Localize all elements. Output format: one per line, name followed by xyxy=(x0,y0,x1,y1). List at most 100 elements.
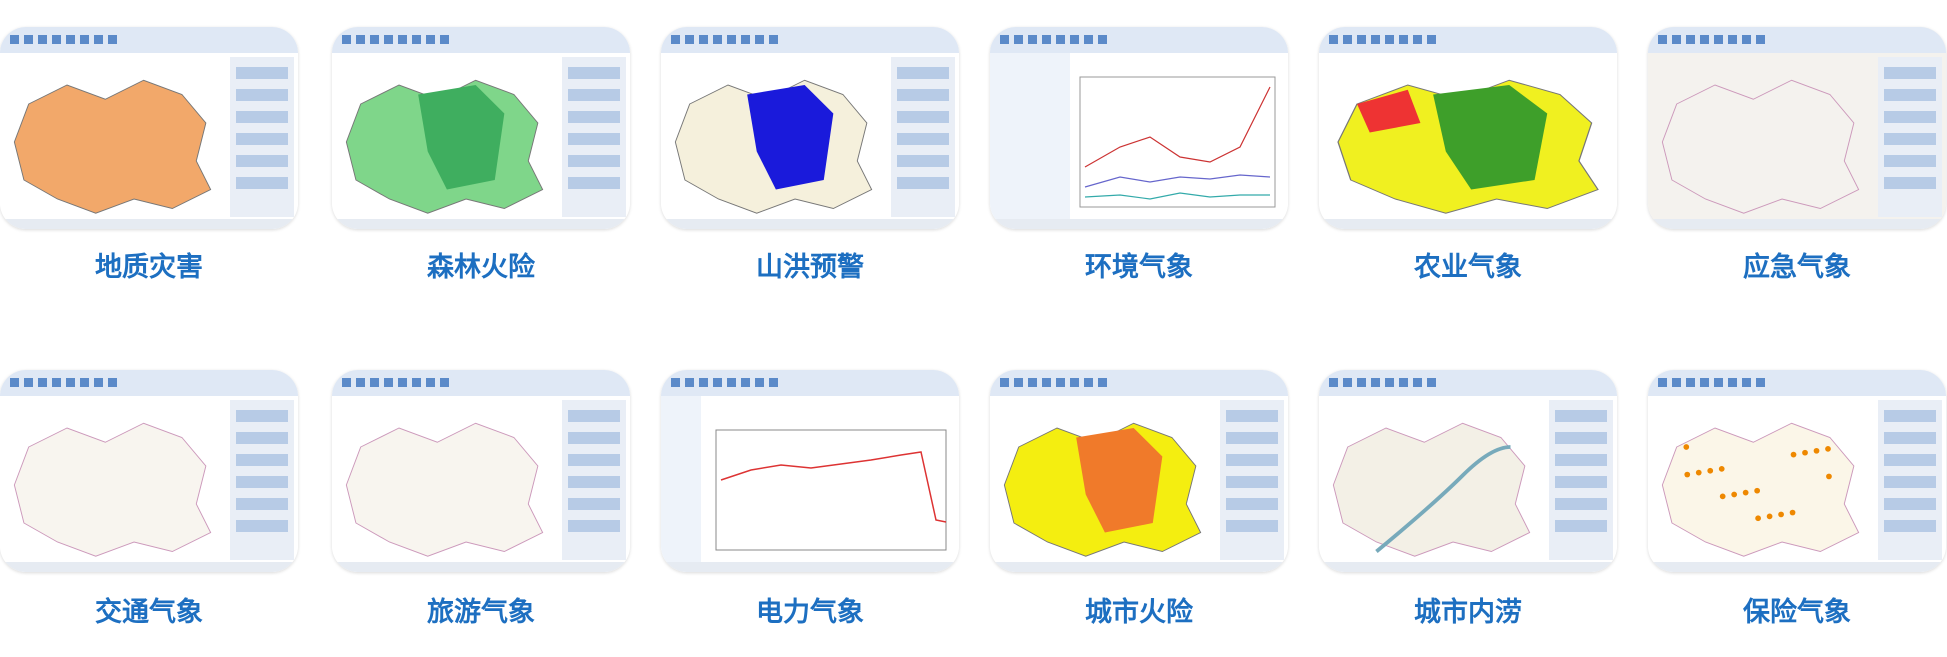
thumbnail-art xyxy=(1319,370,1617,572)
tool-icon xyxy=(1742,378,1751,387)
marker xyxy=(1731,491,1738,498)
tool-icon xyxy=(370,35,379,44)
panel-item xyxy=(1555,498,1607,510)
tool-icon xyxy=(1385,378,1394,387)
panel-item xyxy=(1226,498,1278,510)
tool-icon xyxy=(699,378,708,387)
screenshot-thumbnail xyxy=(1648,370,1946,572)
tool-icon xyxy=(1728,35,1737,44)
tool-icon xyxy=(398,378,407,387)
tool-icon xyxy=(1686,378,1695,387)
panel-item xyxy=(236,155,288,167)
panel-item xyxy=(897,177,949,189)
tool-icon xyxy=(52,35,61,44)
panel-item xyxy=(1555,520,1607,532)
feature-label: 交通气象 xyxy=(95,597,203,628)
marker xyxy=(1755,515,1761,522)
tool-icon xyxy=(80,378,89,387)
tool-icon xyxy=(66,378,75,387)
panel-item xyxy=(1884,111,1936,123)
panel-item xyxy=(1884,520,1936,532)
tool-icon xyxy=(52,378,61,387)
tool-icon xyxy=(440,378,449,387)
thumbnail-art xyxy=(1648,370,1946,572)
tool-icon xyxy=(94,35,103,44)
tool-icon xyxy=(370,378,379,387)
toolbar xyxy=(0,370,298,396)
panel-item xyxy=(568,498,620,510)
panel-item xyxy=(1884,177,1936,189)
region xyxy=(1661,422,1860,557)
region xyxy=(13,79,212,214)
toolbar xyxy=(990,27,1288,53)
panel-item xyxy=(568,89,620,101)
thumbnail-art xyxy=(990,27,1288,229)
tool-icon xyxy=(1000,35,1009,44)
region xyxy=(1357,89,1421,133)
tool-icon xyxy=(1427,378,1436,387)
tool-icon xyxy=(24,35,33,44)
tool-icon xyxy=(1413,35,1422,44)
tool-icon xyxy=(685,35,694,44)
tool-icon xyxy=(685,378,694,387)
marker xyxy=(1754,487,1761,494)
region xyxy=(1332,422,1531,557)
panel-item xyxy=(897,133,949,145)
status-bar xyxy=(0,219,298,229)
map xyxy=(345,79,544,214)
plot-area xyxy=(1079,76,1276,208)
tool-icon xyxy=(94,378,103,387)
tool-icon xyxy=(1728,378,1737,387)
toolbar xyxy=(332,370,630,396)
tool-icon xyxy=(412,35,421,44)
panel-item xyxy=(1555,432,1607,444)
tool-icon xyxy=(741,378,750,387)
panel-item xyxy=(236,133,288,145)
tool-icon xyxy=(1329,35,1338,44)
panel-item xyxy=(1226,432,1278,444)
marker xyxy=(1789,509,1796,516)
tool-icon xyxy=(10,378,19,387)
tool-icon xyxy=(1385,35,1394,44)
status-bar xyxy=(661,562,959,572)
feature-label: 山洪预警 xyxy=(756,252,864,283)
region xyxy=(1433,85,1548,190)
river xyxy=(1375,445,1511,553)
tool-icon xyxy=(1042,35,1051,44)
map xyxy=(1337,79,1599,214)
map xyxy=(1003,422,1202,557)
tool-icon xyxy=(1658,378,1667,387)
panel-item xyxy=(1884,498,1936,510)
side-panel xyxy=(990,53,1070,219)
panel-item xyxy=(897,89,949,101)
feature-label: 森林火险 xyxy=(427,252,535,283)
screenshot-thumbnail xyxy=(0,370,298,572)
toolbar xyxy=(332,27,630,53)
tool-icon xyxy=(1427,35,1436,44)
tool-icon xyxy=(38,378,47,387)
tool-icon xyxy=(1014,378,1023,387)
status-bar xyxy=(0,562,298,572)
status-bar xyxy=(1648,562,1946,572)
tool-icon xyxy=(1399,378,1408,387)
panel-item xyxy=(236,111,288,123)
tool-icon xyxy=(1700,35,1709,44)
tool-icon xyxy=(1357,35,1366,44)
region xyxy=(1661,79,1860,214)
panel-item xyxy=(236,67,288,79)
tool-icon xyxy=(1343,378,1352,387)
line xyxy=(1084,192,1270,200)
map xyxy=(1661,79,1860,214)
marker xyxy=(1813,447,1820,454)
feature-label: 环境气象 xyxy=(1085,252,1193,283)
line xyxy=(1084,174,1271,188)
toolbar xyxy=(1319,370,1617,396)
marker xyxy=(1742,489,1749,496)
panel-item xyxy=(236,177,288,189)
feature-label: 城市内涝 xyxy=(1414,597,1522,628)
panel-item xyxy=(1884,133,1936,145)
tool-icon xyxy=(1070,378,1079,387)
status-bar xyxy=(1648,219,1946,229)
panel-item xyxy=(568,454,620,466)
tool-icon xyxy=(1672,35,1681,44)
